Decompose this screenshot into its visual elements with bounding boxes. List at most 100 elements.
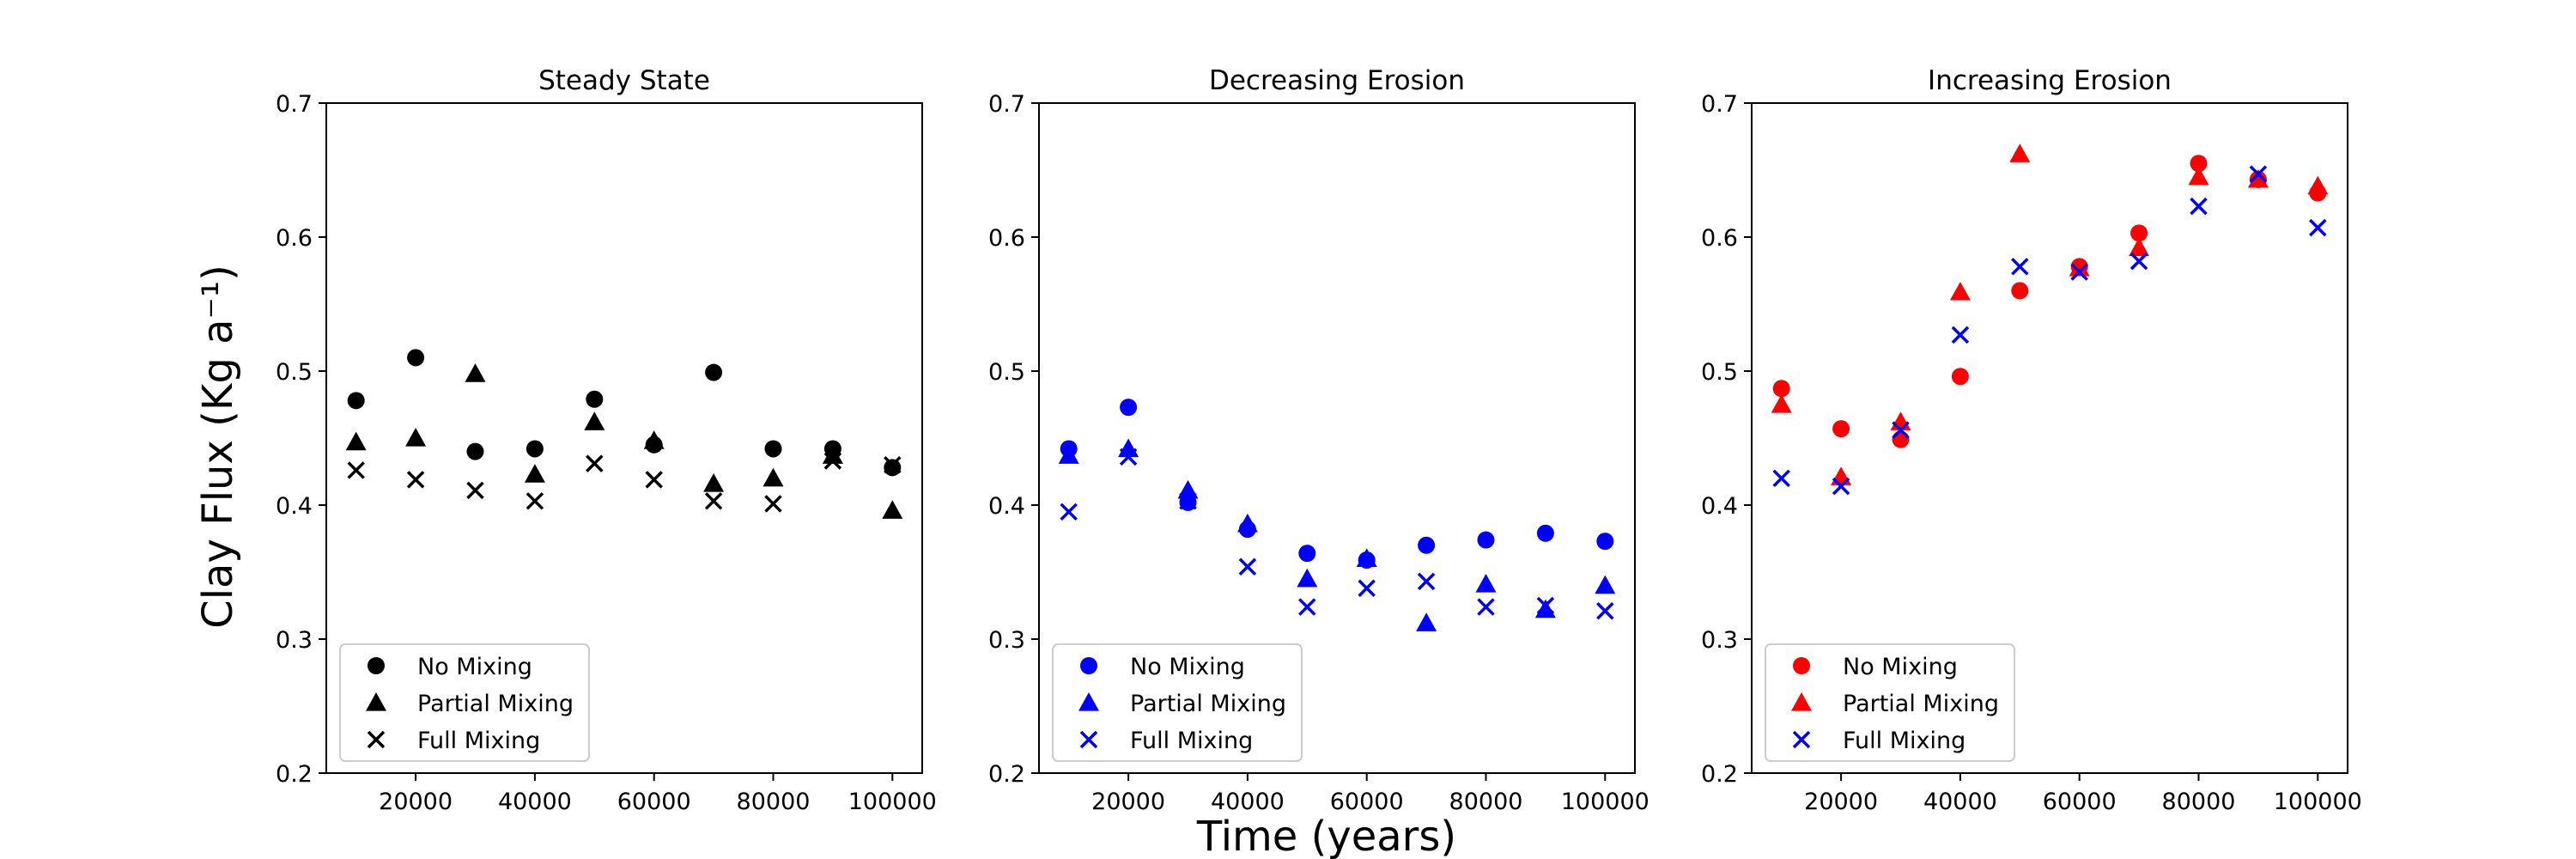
x-tick-label: 60000 xyxy=(1330,789,1404,815)
data-point xyxy=(2247,168,2269,188)
series-full-mixing xyxy=(1060,448,1614,620)
x-tick-label: 80000 xyxy=(737,789,811,815)
data-point xyxy=(2011,258,2029,276)
axes-frame xyxy=(1038,102,1636,774)
data-point xyxy=(1120,399,1138,417)
data-point xyxy=(524,464,545,483)
data-point xyxy=(1595,575,1616,594)
data-point xyxy=(2011,282,2029,300)
y-tick-label: 0.3 xyxy=(988,627,1025,654)
data-point xyxy=(884,459,902,477)
data-point xyxy=(1298,598,1316,616)
legend: No Mixing Partial Mixing Full Mixing xyxy=(1765,643,2015,762)
y-tick-label: 0.2 xyxy=(1701,761,1738,788)
data-point xyxy=(1416,612,1437,631)
data-point xyxy=(1179,492,1197,510)
legend-label: Partial Mixing xyxy=(1130,691,1286,717)
y-tick-label: 0.4 xyxy=(276,493,313,520)
legend-marker xyxy=(366,692,386,711)
axes-frame xyxy=(325,102,923,774)
data-point xyxy=(1772,380,1790,398)
series-partial-mixing xyxy=(1058,438,1616,631)
legend: No Mixing Partial Mixing Full Mixing xyxy=(1052,643,1303,762)
data-point xyxy=(1058,445,1079,464)
data-point xyxy=(1536,596,1555,615)
y-tick-label: 0.4 xyxy=(988,493,1025,520)
legend-label: Partial Mixing xyxy=(1843,691,1999,717)
y-tick-label: 0.2 xyxy=(988,761,1025,788)
data-point xyxy=(526,440,544,458)
data-point xyxy=(347,461,365,479)
data-point xyxy=(407,349,425,367)
x-tick-label: 60000 xyxy=(617,789,691,815)
data-point xyxy=(1951,368,1969,386)
data-point xyxy=(1596,533,1614,551)
data-point xyxy=(2188,166,2209,186)
data-point xyxy=(884,455,902,474)
panel-1: Steady State 0.2 0.3 0.4 0.5 0.6 0.7 20000 40000… xyxy=(276,65,937,815)
data-point xyxy=(1892,421,1910,439)
data-point xyxy=(703,473,725,492)
legend-box xyxy=(1765,643,2015,762)
data-point xyxy=(1236,513,1258,533)
series-full-mixing xyxy=(1772,165,2327,496)
data-point xyxy=(2249,165,2268,183)
data-point xyxy=(1238,557,1257,576)
data-point xyxy=(466,481,484,500)
data-point xyxy=(1356,548,1377,567)
legend-marker xyxy=(367,730,386,749)
legend-marker xyxy=(1079,730,1098,749)
data-point xyxy=(1477,598,1495,616)
series-partial-mixing xyxy=(1771,143,2329,485)
y-tick-label: 0.5 xyxy=(988,359,1025,386)
data-point xyxy=(645,471,663,489)
legend-label: Full Mixing xyxy=(1843,728,1965,754)
data-point xyxy=(1890,411,1911,430)
panel-2: Decreasing Erosion 0.2 0.3 0.4 0.5 0.6 0.7 2000… xyxy=(988,65,1649,815)
data-point xyxy=(1949,281,1971,301)
data-point xyxy=(1772,469,1790,488)
data-point xyxy=(1536,524,1554,542)
data-point xyxy=(764,495,782,513)
x-tick-label: 40000 xyxy=(1211,789,1285,815)
axes-frame xyxy=(1751,102,2348,774)
y-tick-label: 0.3 xyxy=(276,627,313,654)
y-tick-label: 0.4 xyxy=(1701,493,1738,520)
data-point xyxy=(882,500,903,519)
data-point xyxy=(1298,545,1316,563)
data-point xyxy=(2307,175,2329,195)
series-partial-mixing xyxy=(345,363,903,519)
legend-label: No Mixing xyxy=(417,654,532,680)
figure-y-axis-label: Clay Flux (Kg a⁻¹) xyxy=(194,265,242,629)
data-point xyxy=(2129,252,2148,271)
data-point xyxy=(526,492,544,510)
x-tick-label: 60000 xyxy=(2043,789,2117,815)
panels: Steady State 0.2 0.3 0.4 0.5 0.6 0.7 20000 40000… xyxy=(276,65,2362,815)
y-tick-label: 0.3 xyxy=(1701,627,1738,654)
data-point xyxy=(466,442,484,460)
data-point xyxy=(406,471,425,489)
series-full-mixing xyxy=(347,452,902,513)
data-point xyxy=(1417,572,1436,591)
data-point xyxy=(1477,531,1495,549)
data-point xyxy=(1951,326,1970,344)
x-tick-label: 100000 xyxy=(848,789,937,815)
data-point xyxy=(586,390,604,408)
legend-marker xyxy=(1080,657,1097,674)
legend-label: Partial Mixing xyxy=(417,691,574,717)
legend-label: Full Mixing xyxy=(1130,728,1253,754)
data-point xyxy=(345,431,367,451)
data-point xyxy=(1118,438,1139,458)
data-point xyxy=(2070,263,2088,281)
panel-title: Increasing Erosion xyxy=(1928,65,2172,96)
data-point xyxy=(1892,430,1910,448)
data-point xyxy=(2130,224,2148,242)
data-point xyxy=(2129,237,2150,257)
data-point xyxy=(1832,420,1850,438)
x-tick-label: 100000 xyxy=(1561,789,1649,815)
legend-box xyxy=(1052,643,1303,762)
data-point xyxy=(704,492,723,510)
x-tick-label: 100000 xyxy=(2274,789,2362,815)
x-tick-label: 20000 xyxy=(379,789,453,815)
